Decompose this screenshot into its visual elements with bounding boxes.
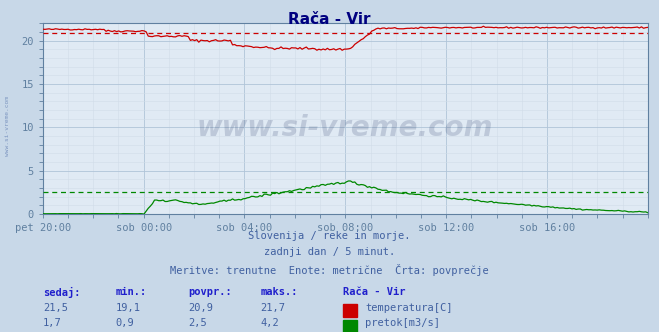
Text: 2,5: 2,5: [188, 318, 206, 328]
Text: 21,7: 21,7: [260, 303, 285, 313]
Text: 21,5: 21,5: [43, 303, 68, 313]
Text: pretok[m3/s]: pretok[m3/s]: [365, 318, 440, 328]
Text: 1,7: 1,7: [43, 318, 61, 328]
Text: 4,2: 4,2: [260, 318, 279, 328]
Text: Meritve: trenutne  Enote: metrične  Črta: povprečje: Meritve: trenutne Enote: metrične Črta: …: [170, 264, 489, 276]
Text: 20,9: 20,9: [188, 303, 213, 313]
Text: Rača - Vir: Rača - Vir: [288, 12, 371, 27]
Text: 0,9: 0,9: [115, 318, 134, 328]
Text: povpr.:: povpr.:: [188, 287, 231, 297]
Text: sedaj:: sedaj:: [43, 287, 80, 298]
Text: www.si-vreme.com: www.si-vreme.com: [197, 114, 494, 142]
Text: Rača - Vir: Rača - Vir: [343, 287, 405, 297]
Text: temperatura[C]: temperatura[C]: [365, 303, 453, 313]
Text: Slovenija / reke in morje.: Slovenija / reke in morje.: [248, 231, 411, 241]
Text: www.si-vreme.com: www.si-vreme.com: [5, 96, 11, 156]
Text: zadnji dan / 5 minut.: zadnji dan / 5 minut.: [264, 247, 395, 257]
Text: maks.:: maks.:: [260, 287, 298, 297]
Text: min.:: min.:: [115, 287, 146, 297]
Text: 19,1: 19,1: [115, 303, 140, 313]
